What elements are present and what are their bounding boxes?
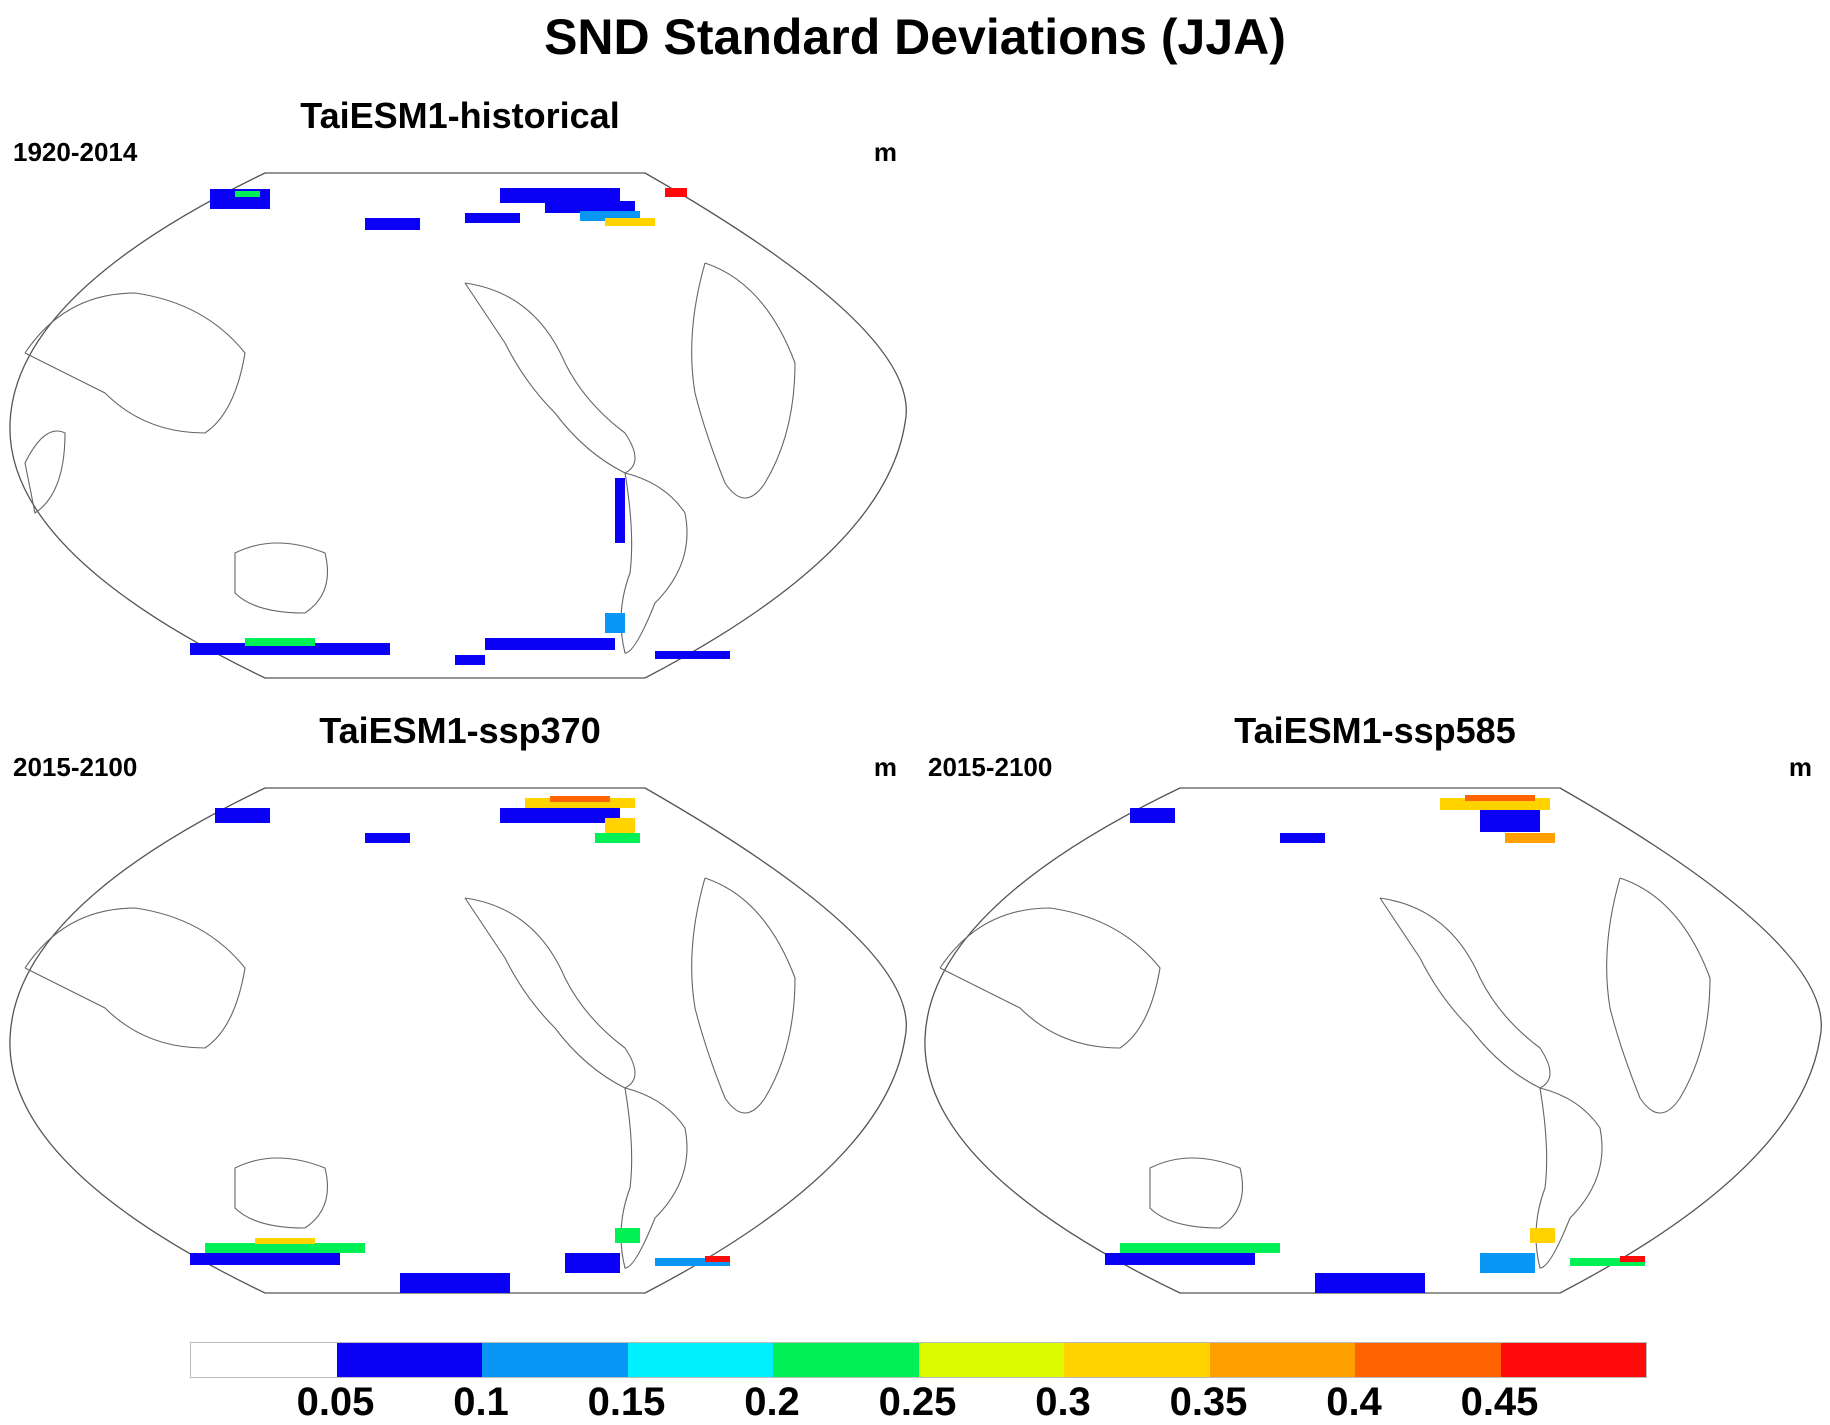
colorbar-swatch [191,1343,337,1377]
map-panel-historical: TaiESM1-historical 1920-2014 m [5,95,915,685]
snow-depth-field [190,796,730,1293]
colorbar-tick-label: 0.25 [878,1380,957,1424]
colorbar-tick-label: 0.3 [1035,1380,1091,1424]
snow-depth-field [1105,795,1645,1293]
colorbar-tick-label: 0.4 [1326,1380,1382,1424]
map-boundary-outline [9,787,907,1294]
map-panel-ssp585: TaiESM1-ssp585 2015-2100 m [920,710,1830,1300]
coastlines [24,877,796,1269]
colorbar-tick-label: 0.2 [744,1380,800,1424]
world-map [924,787,1822,1294]
colorbar-swatch [918,1343,1064,1377]
colorbar-tick-label: 0.15 [587,1380,666,1424]
map-boundary-outline [924,787,1822,1294]
colorbar-swatch [1500,1343,1646,1377]
colorbar-swatch [1209,1343,1355,1377]
snow-depth-field [190,188,730,665]
world-map [9,172,907,679]
colorbar [190,1342,1647,1378]
coastlines [939,877,1711,1269]
map-boundary-outline [9,172,907,679]
colorbar-swatch [336,1343,482,1377]
colorbar-tick-label: 0.1 [453,1380,509,1424]
colorbar-swatch [1355,1343,1501,1377]
figure-title: SND Standard Deviations (JJA) [544,9,1286,65]
panel-title: TaiESM1-ssp370 [319,710,601,751]
units-label: m [873,137,897,167]
colorbar-swatch [1064,1343,1210,1377]
colorbar-tick-label: 0.35 [1169,1380,1248,1424]
colorbar-swatch [773,1343,919,1377]
panel-title: TaiESM1-ssp585 [1234,710,1516,751]
colorbar-tick-label: 0.45 [1460,1380,1539,1424]
period-label: 1920-2014 [13,137,138,167]
colorbar-tick-label: 0.05 [296,1380,375,1424]
units-label: m [873,752,897,782]
period-label: 2015-2100 [928,752,1053,782]
period-label: 2015-2100 [13,752,138,782]
coastlines [24,262,796,654]
colorbar-swatch [627,1343,773,1377]
map-panel-ssp370: TaiESM1-ssp370 2015-2100 m [5,710,915,1300]
panel-title: TaiESM1-historical [300,95,620,136]
world-map [9,787,907,1294]
units-label: m [1788,752,1812,782]
colorbar-swatch [482,1343,628,1377]
